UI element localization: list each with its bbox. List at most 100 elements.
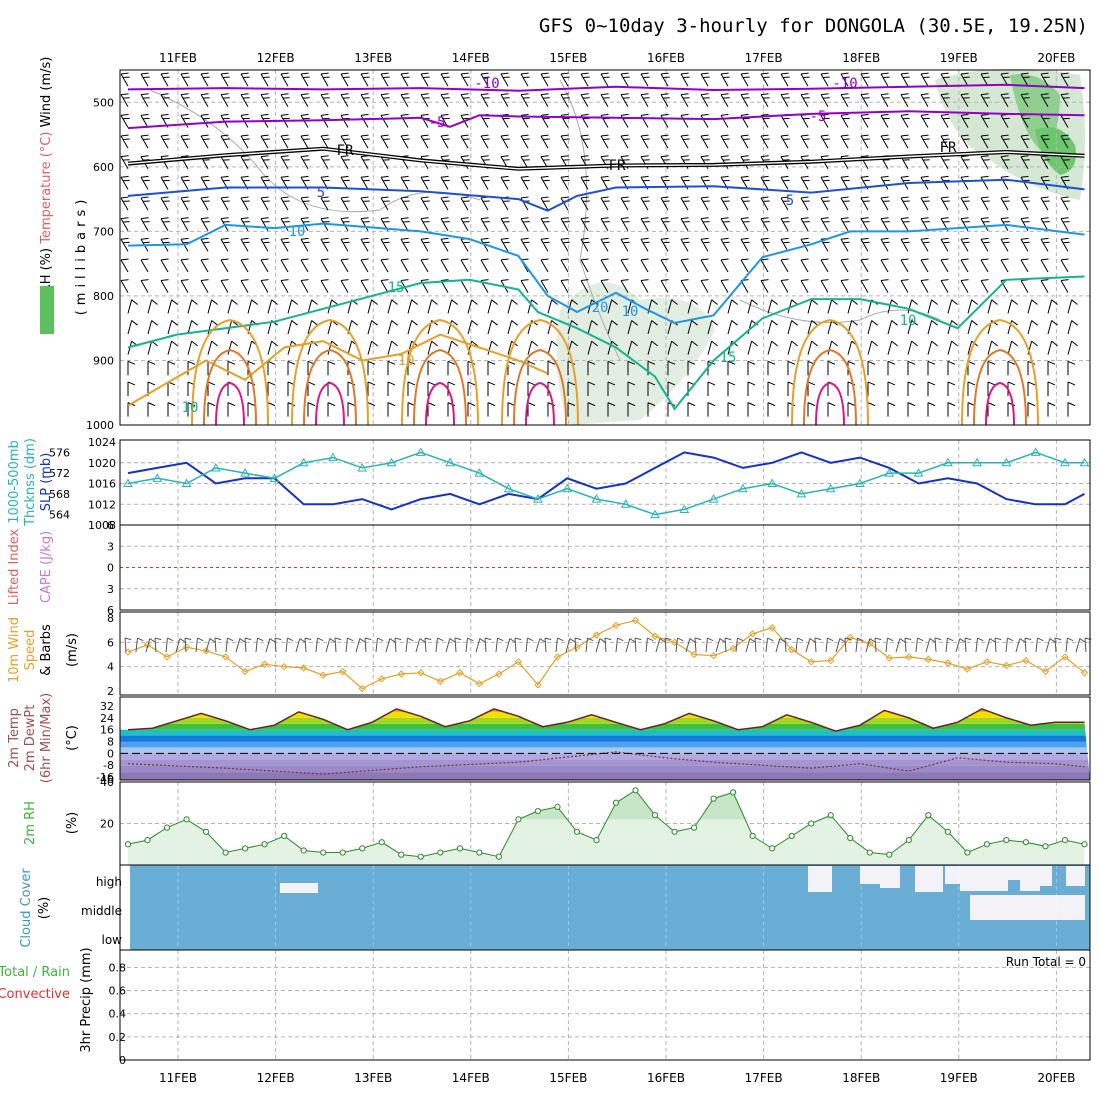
y-tick-label-wind: 2 [107,685,114,698]
wind-barb [820,196,830,211]
wind-barb [180,134,190,149]
wind-barb [667,360,676,376]
temperature-band-low [120,772,1090,780]
dewpoint-line [127,751,1085,775]
wind-barb [447,320,458,335]
thickness-marker [152,473,163,482]
rh-ylabel: 2m RH [23,801,38,845]
y-tick-label-wind: 6 [107,636,114,649]
wind-barb-10m [255,637,264,653]
wind-barb [480,134,490,149]
wind-barb-10m [664,637,672,653]
wind-barb [480,258,489,273]
precip-ylabel: 3hr Precip (mm) [79,947,94,1052]
thickness-marker [415,447,426,456]
wind-barb [567,320,578,335]
contour-label: 10 [900,313,917,329]
y-tick-label-wind: 8 [107,612,114,625]
rh-marker [202,828,210,835]
wind-barb [707,381,716,396]
wind-barb [640,258,649,273]
wind-barb [260,196,270,211]
wind-barb [880,237,890,252]
wind-barb [647,340,658,355]
y-tick-label-li: 3 [107,540,114,553]
wind-barb [680,134,690,149]
wind-barb [720,134,730,149]
wind-barb [540,258,549,273]
wind-barb [880,113,890,128]
wind-barb [860,113,870,128]
wind-barb [1007,360,1016,376]
wind-barb [1007,299,1018,314]
rh-marker [710,795,717,802]
rh-marker [573,828,581,835]
wind-barb [400,196,410,211]
wind-barb-10m [745,638,756,653]
wind-barb [520,237,530,252]
wind-barb [260,93,270,108]
wind-barb [927,340,938,355]
wind-barb [967,381,976,396]
wind-barb-10m [304,637,312,653]
wind-barb [1000,237,1010,252]
wind-barb [740,72,750,87]
wind-barb [120,72,130,87]
wind-barb [800,258,809,273]
rh-marker [183,816,190,823]
wind-barb [827,360,836,376]
wind-barb [620,134,630,149]
wind-barb [647,360,656,376]
wind-barb [627,340,638,355]
wind-barb [867,360,876,376]
rh-area-upper [518,790,934,820]
wind-barb-10m [685,638,696,653]
wind-barb [360,72,370,87]
wind-barb [907,320,918,335]
wind-barb-10m [715,638,726,653]
wind-barb [300,258,309,273]
wind-barb [640,279,649,293]
warm-contour [525,381,555,426]
wind-barb-10m [235,638,246,653]
wind-barb-10m [604,637,612,653]
wind-barb [500,113,510,128]
y-tick-label-cloud: middle [81,904,122,918]
rh-marker [925,812,932,819]
contour-label: FR [940,140,957,156]
y-tick-label-pressure: 700 [93,225,114,238]
wind-barb [240,258,249,273]
wind-barb [560,217,570,231]
wind-speed-marker [729,644,737,653]
temperature-contour [127,222,1085,325]
wind-barb [340,113,350,128]
wind-barb [547,402,556,417]
wind-barb [540,134,550,149]
wind-barb [220,93,230,108]
wind-barb [860,237,870,252]
wind-barb [647,320,658,335]
wind-barb [647,381,656,396]
wind10-frame [119,611,1091,696]
rh-shading [556,282,715,425]
wind-barb [540,72,550,87]
wind-barb-10m [525,637,534,653]
x-tick-label-top: 18FEB [842,51,880,65]
wind-barb-10m [1084,637,1092,653]
wind-speed-marker [963,665,972,673]
y-tick-label-precip: 0.2 [109,1031,127,1044]
wind-barb [520,72,530,87]
y-tick-label-wind: 4 [107,661,114,674]
wind-barb [300,72,310,87]
wind-barb [287,360,296,376]
rh-marker [651,812,659,819]
wind-barb [380,237,390,252]
wind-barb [1067,402,1076,417]
wind-barb [567,381,576,396]
wind-barb [320,113,330,128]
wind-barb [607,381,616,396]
wind-barb [840,279,849,293]
wind-barb [860,258,869,273]
wind-barb [267,299,278,314]
thickness-marker [181,478,192,487]
